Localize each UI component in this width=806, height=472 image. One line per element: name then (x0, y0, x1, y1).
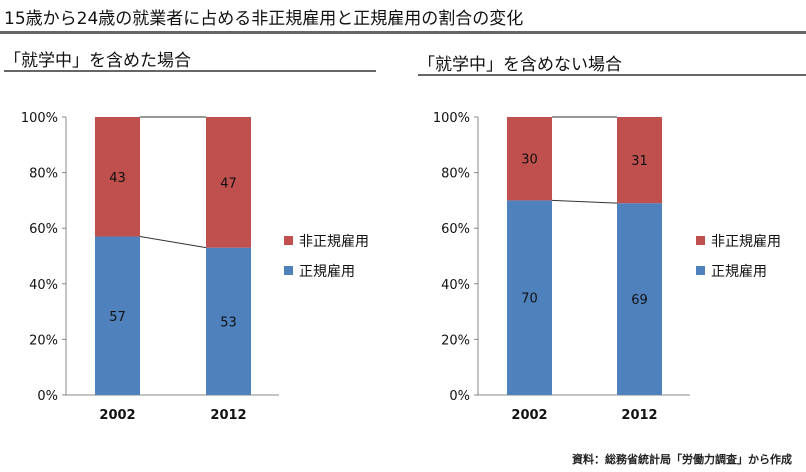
legend-label: 非正規雇用 (711, 233, 781, 250)
series-line (139, 236, 207, 249)
figure-title: 15歳から24歳の就業者に占める非正規雇用と正規雇用の割合の変化 (4, 9, 524, 29)
title-rule (0, 31, 806, 34)
x-tick-label: 2002 (511, 408, 547, 423)
x-tick-label: 2012 (210, 408, 246, 423)
right-subtitle-rule (418, 74, 806, 76)
right-subtitle: 「就学中」を含めない場合 (418, 55, 622, 75)
legend-swatch (696, 236, 705, 245)
y-tick-label: 40% (441, 278, 470, 293)
data-label: 47 (220, 176, 237, 191)
bar-segment-regular (206, 247, 251, 395)
source-note: 資料：総務省統計局「労働力調査」から作成 (572, 453, 792, 466)
data-label: 43 (109, 171, 126, 186)
x-tick-label: 2002 (99, 408, 135, 423)
legend-swatch (696, 266, 705, 275)
y-tick-label: 80% (29, 167, 58, 182)
series-line (551, 199, 618, 204)
legend-swatch (284, 266, 293, 275)
legend-label: 正規雇用 (711, 263, 767, 280)
data-label: 69 (631, 293, 648, 308)
y-tick-label: 80% (441, 167, 470, 182)
data-label: 57 (109, 310, 126, 325)
bar-segment-nonregular (617, 117, 662, 204)
data-label: 70 (521, 292, 538, 307)
y-tick-label: 100% (433, 111, 470, 126)
y-tick-label: 0% (449, 389, 470, 404)
data-label: 53 (220, 315, 237, 330)
y-tick-label: 20% (29, 333, 58, 348)
bar-segment-nonregular (206, 117, 251, 248)
bar-segment-nonregular (95, 117, 140, 237)
x-tick-label: 2012 (621, 408, 657, 423)
bar-segment-regular (507, 200, 552, 395)
left-subtitle: 「就学中」を含めた場合 (4, 51, 191, 71)
y-tick-label: 0% (37, 389, 58, 404)
y-tick-label: 20% (441, 333, 470, 348)
legend-label: 正規雇用 (299, 263, 355, 280)
data-label: 30 (521, 153, 538, 168)
bar-segment-regular (95, 236, 140, 395)
legend-swatch (284, 236, 293, 245)
left-subtitle-rule (4, 70, 376, 72)
y-tick-label: 60% (441, 222, 470, 237)
data-label: 31 (631, 154, 648, 169)
legend-label: 非正規雇用 (299, 233, 369, 250)
y-tick-label: 60% (29, 222, 58, 237)
y-tick-label: 100% (21, 111, 58, 126)
bar-segment-nonregular (507, 117, 552, 201)
bar-segment-regular (617, 203, 662, 395)
y-tick-label: 40% (29, 278, 58, 293)
